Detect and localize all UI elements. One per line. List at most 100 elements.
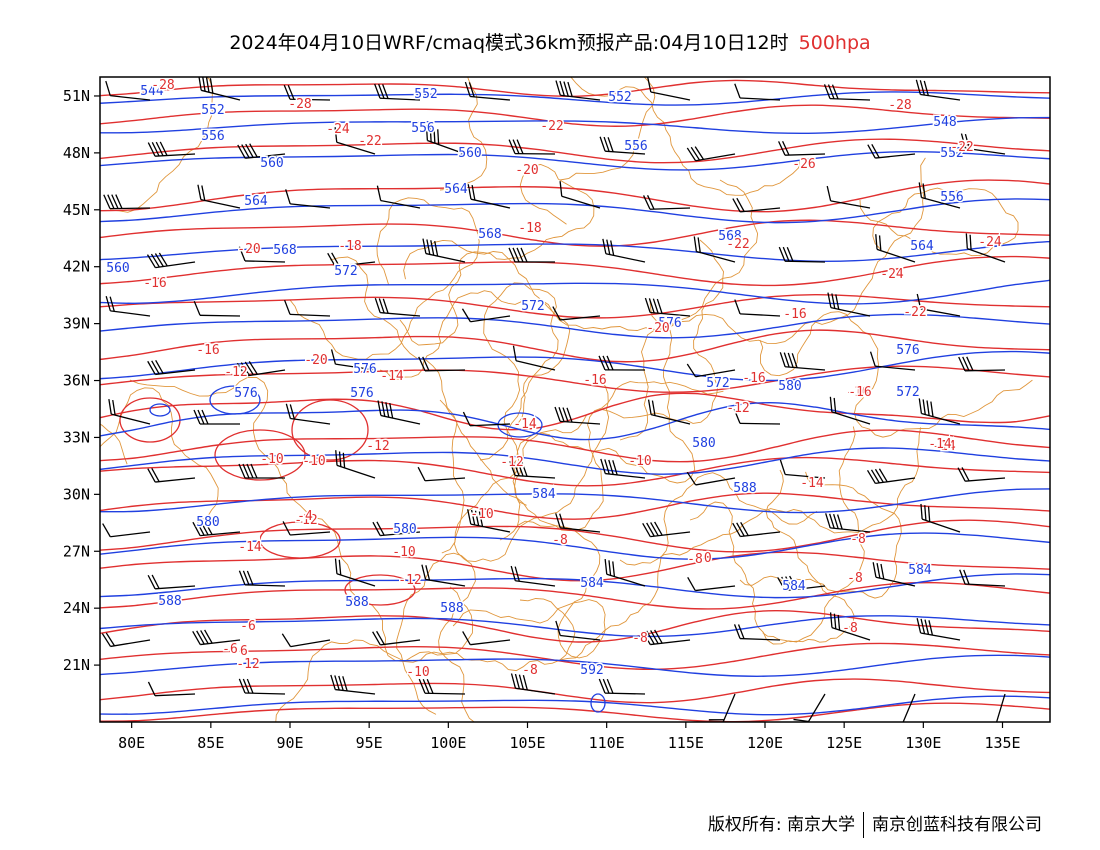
wind-barb bbox=[464, 81, 511, 101]
wind-barb bbox=[708, 693, 736, 722]
wind-barb bbox=[102, 523, 151, 538]
wind-barb bbox=[642, 195, 691, 210]
wind-barb bbox=[374, 83, 421, 101]
border-line bbox=[762, 469, 855, 643]
wind-barb bbox=[559, 181, 601, 209]
height-contour bbox=[100, 198, 1050, 224]
wind-barb bbox=[642, 521, 691, 538]
height-label: 580 bbox=[393, 522, 416, 537]
temperature-label: -14 bbox=[932, 439, 956, 454]
height-label: 576 bbox=[658, 316, 681, 331]
height-closed-contour bbox=[149, 403, 171, 417]
lat-tick-label: 39N bbox=[63, 315, 90, 333]
temperature-label: -14 bbox=[513, 417, 537, 432]
height-label: 576 bbox=[896, 343, 919, 358]
temperature-label: -28 bbox=[151, 78, 174, 93]
temperature-label: -6 bbox=[222, 642, 238, 657]
wind-barb bbox=[734, 83, 781, 101]
temperature-label: -16 bbox=[583, 373, 606, 388]
height-label: 588 bbox=[158, 594, 181, 609]
wind-barb bbox=[555, 80, 601, 101]
temperature-label: -10 bbox=[260, 452, 283, 467]
wind-barb bbox=[644, 297, 691, 317]
height-label: 568 bbox=[478, 227, 501, 242]
height-contour bbox=[100, 116, 1050, 135]
lon-tick-label: 135E bbox=[984, 734, 1020, 752]
wind-barb bbox=[920, 503, 961, 533]
temperature-label: -10 bbox=[406, 665, 429, 680]
lat-tick-label: 33N bbox=[63, 428, 90, 446]
wind-barb bbox=[282, 521, 331, 536]
credit-right: 南京创蓝科技有限公司 bbox=[872, 815, 1042, 835]
temperature-contour bbox=[100, 179, 1050, 213]
wind-barb bbox=[334, 127, 376, 155]
axis-ticks: 80E 85E 90E 95E 100E 105E 110E 115E 120E 125E 130E… bbox=[63, 87, 1021, 752]
wind-barb bbox=[330, 674, 376, 695]
height-label: 560 bbox=[106, 261, 129, 276]
border-line bbox=[619, 427, 922, 566]
temperature-label: -24 bbox=[326, 122, 350, 137]
border-line bbox=[439, 381, 724, 532]
height-label: 552 bbox=[201, 103, 224, 118]
wind-barb bbox=[146, 252, 196, 269]
height-label: 588 bbox=[440, 601, 463, 616]
wind-barb bbox=[604, 559, 646, 587]
map-title: 2024年04月10日WRF/cmaq模式36km预报产品:04月10日12时 5… bbox=[0, 28, 1100, 55]
wind-barb bbox=[957, 467, 1006, 482]
wind-barb bbox=[602, 238, 646, 263]
temperature-label: -12 bbox=[500, 455, 523, 470]
temperature-label: -12 bbox=[398, 573, 421, 588]
wind-barb bbox=[686, 471, 736, 486]
lat-tick-label: 30N bbox=[63, 485, 90, 503]
wind-barb bbox=[147, 574, 196, 590]
temperature-contour bbox=[100, 392, 1050, 431]
border-line bbox=[689, 426, 865, 645]
temperature-contour bbox=[100, 678, 1050, 704]
temperature-label: -16 bbox=[848, 385, 871, 400]
wind-barb bbox=[508, 247, 556, 263]
wind-barb bbox=[285, 403, 331, 425]
temperature-label: -8 bbox=[842, 621, 858, 636]
province-borders bbox=[100, 77, 1033, 722]
temperature-label: -8 bbox=[632, 631, 648, 646]
border-line bbox=[396, 379, 610, 715]
lon-tick-label: 100E bbox=[430, 734, 466, 752]
border-line bbox=[109, 77, 213, 213]
temperature-label: -8 bbox=[850, 532, 866, 547]
temperature-label: -20 bbox=[237, 242, 260, 257]
wind-barb bbox=[467, 184, 511, 209]
temperature-label: -16 bbox=[742, 371, 765, 386]
temperature-label: -22 bbox=[358, 134, 381, 149]
lon-tick-label: 80E bbox=[118, 734, 145, 752]
height-label: 588 bbox=[345, 595, 368, 610]
height-label: 572 bbox=[896, 385, 919, 400]
wind-barb bbox=[283, 299, 331, 317]
height-label: 584 bbox=[782, 579, 806, 594]
wind-barb bbox=[959, 569, 1006, 587]
wind-barb bbox=[823, 84, 871, 101]
wind-barb bbox=[510, 673, 556, 695]
border-line bbox=[403, 179, 759, 331]
wind-barb bbox=[461, 308, 511, 323]
wind-barb bbox=[778, 246, 826, 263]
height-label: 556 bbox=[624, 139, 647, 154]
wind-barb bbox=[869, 351, 916, 371]
height-label: 584 bbox=[532, 487, 556, 502]
wind-barb bbox=[875, 234, 916, 263]
border-line bbox=[329, 256, 476, 722]
wind-barb bbox=[147, 360, 196, 376]
height-label: 580 bbox=[196, 515, 219, 530]
temperature-closed-contour bbox=[344, 574, 416, 606]
height-contour bbox=[100, 488, 1050, 514]
temperature-label: -24 bbox=[880, 267, 904, 282]
temperature-label: -8 bbox=[687, 552, 703, 567]
temperature-contour bbox=[100, 429, 1050, 463]
height-label: 564 bbox=[444, 182, 468, 197]
lon-tick-label: 90E bbox=[276, 734, 303, 752]
wind-barb bbox=[958, 356, 1006, 372]
wind-barb bbox=[825, 513, 871, 533]
wind-barb bbox=[283, 84, 331, 101]
wind-barb bbox=[418, 678, 466, 695]
temperature-label: -20 bbox=[646, 321, 669, 336]
height-contour bbox=[100, 447, 1050, 475]
